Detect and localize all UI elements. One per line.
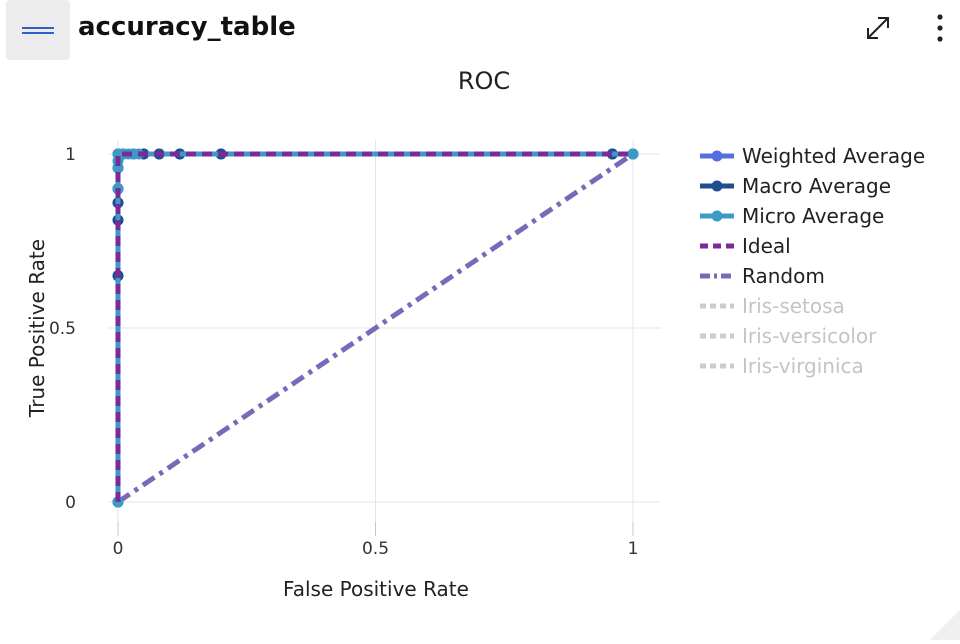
legend-label: Ideal bbox=[742, 234, 791, 258]
y-axis-label: True Positive Rate bbox=[25, 239, 49, 418]
data-point bbox=[627, 148, 639, 160]
legend-label: Random bbox=[742, 264, 825, 288]
legend-label: Macro Average bbox=[742, 174, 891, 198]
y-tick-label: 0 bbox=[65, 493, 76, 513]
x-tick-label: 0 bbox=[113, 539, 124, 559]
hamburger-icon bbox=[6, 0, 70, 60]
legend-label: Weighted Average bbox=[742, 144, 925, 168]
x-tick-label: 1 bbox=[628, 539, 639, 559]
menu-button[interactable] bbox=[6, 0, 70, 60]
series-line-ideal bbox=[115, 151, 633, 502]
legend-label: Iris-versicolor bbox=[742, 324, 877, 348]
chart-svg: ROC 0 0.5 1 0 0.5 1 False Positive Rate True Pos… bbox=[25, 67, 925, 601]
legend-label: Iris-virginica bbox=[742, 354, 864, 378]
series-line-random bbox=[116, 151, 635, 505]
legend-label: Iris-setosa bbox=[742, 294, 845, 318]
x-axis-label: False Positive Rate bbox=[283, 577, 469, 601]
resize-corner-icon bbox=[930, 610, 960, 640]
legend-marker bbox=[711, 150, 723, 162]
legend-marker bbox=[711, 180, 723, 192]
more-options-button[interactable] bbox=[920, 8, 960, 48]
y-tick-label: 0.5 bbox=[49, 319, 76, 339]
expand-button[interactable] bbox=[858, 8, 898, 48]
chart-title: ROC bbox=[458, 67, 510, 95]
x-tick-label: 0.5 bbox=[362, 539, 389, 559]
page-title: accuracy_table bbox=[78, 12, 296, 42]
roc-chart: ROC 0 0.5 1 0 0.5 1 False Positive Rate True Pos… bbox=[0, 60, 960, 640]
y-tick-label: 1 bbox=[65, 145, 76, 165]
legend-label: Micro Average bbox=[742, 204, 884, 228]
more-vertical-icon bbox=[937, 14, 943, 42]
expand-icon bbox=[867, 17, 889, 39]
legend-marker bbox=[711, 210, 723, 222]
